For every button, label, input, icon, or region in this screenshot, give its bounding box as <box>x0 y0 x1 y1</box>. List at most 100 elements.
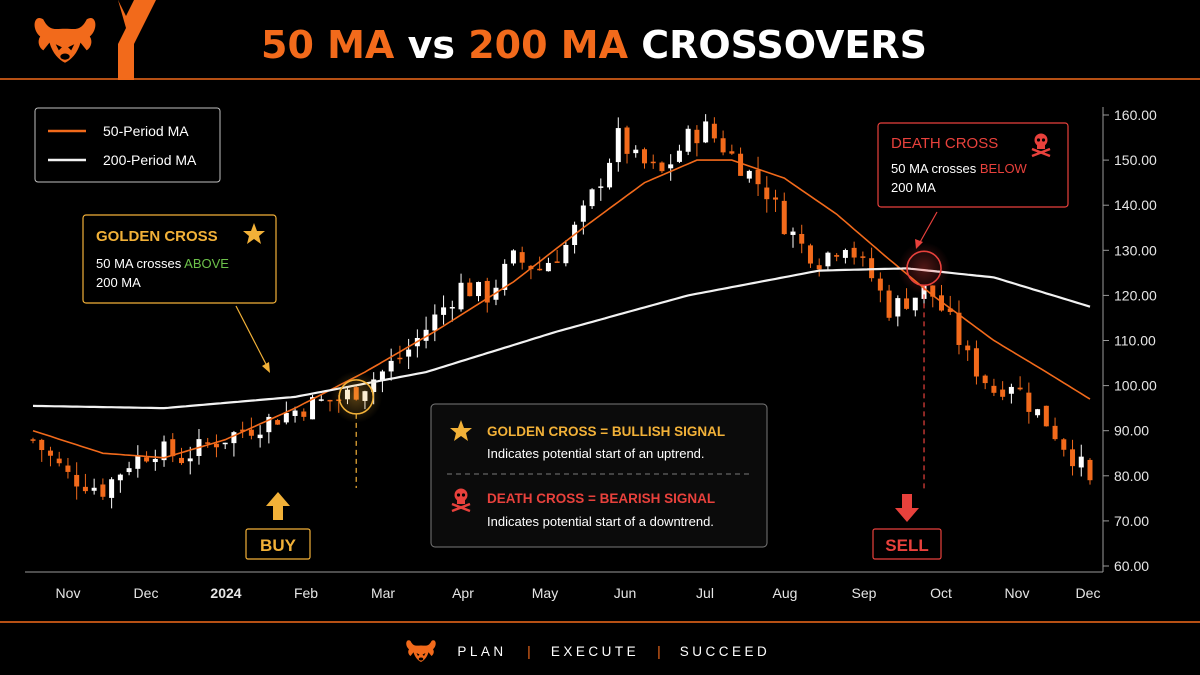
death-cross-box <box>877 122 1069 208</box>
brand-chevron-notch <box>118 0 134 16</box>
candle-body <box>275 420 281 425</box>
x-tick-label: May <box>532 585 558 601</box>
x-tick-label: Apr <box>452 585 474 601</box>
golden-cross-glow <box>330 370 383 423</box>
legend-label-ma200: 200-Period MA <box>103 152 197 168</box>
footer: PLAN | EXECUTE | SUCCEED <box>0 621 1200 662</box>
candle-body <box>1017 387 1023 390</box>
sell-badge <box>872 528 942 560</box>
y-tick-label: 150.00 <box>1114 152 1157 168</box>
candle-body <box>449 307 455 309</box>
title-part-1: vs <box>394 23 468 67</box>
golden-highlight: ABOVE <box>184 256 229 271</box>
candle-body <box>685 128 691 152</box>
candle-body <box>248 429 254 436</box>
candle-body <box>484 280 490 303</box>
candle-body <box>1087 459 1093 481</box>
candle-body <box>257 434 263 439</box>
candle-body <box>301 411 307 417</box>
candle-body <box>781 200 787 235</box>
candle-body <box>170 439 176 457</box>
candle-body <box>476 282 482 297</box>
candle-body <box>589 189 595 207</box>
candle-body <box>860 256 866 258</box>
candle-body <box>554 261 560 263</box>
candle-body <box>117 474 123 481</box>
candle-body <box>668 164 674 169</box>
x-tick-label: Mar <box>371 585 395 601</box>
candle-body <box>607 162 613 188</box>
candle-body <box>773 197 779 200</box>
info-death-desc: Indicates potential start of a downtrend… <box>487 514 714 529</box>
candle-body <box>441 307 447 315</box>
y-tick-label: 60.00 <box>1114 558 1149 574</box>
y-axis-ticks: 160.00 150.00 140.00 130.00 120.00 110.00 100.… <box>1103 107 1157 574</box>
candle-body <box>502 263 508 290</box>
sell-arrow-icon <box>895 494 919 522</box>
candle-body <box>152 458 158 463</box>
candle-body <box>100 484 106 497</box>
cross-markers <box>330 242 951 490</box>
y-tick-label: 130.00 <box>1114 242 1157 258</box>
x-tick-label: Sep <box>852 585 877 601</box>
candle-body <box>1026 392 1032 412</box>
golden-pointer <box>235 305 269 369</box>
candle-body <box>738 153 744 176</box>
x-tick-label: Oct <box>930 585 952 601</box>
candle-body <box>537 268 543 271</box>
x-tick-label: 2024 <box>210 585 241 601</box>
header: 50 MA vs 200 MA CROSSOVERS <box>0 0 1200 80</box>
candle-body <box>1043 405 1049 427</box>
candle-body <box>1052 425 1058 440</box>
candle-body <box>877 278 883 291</box>
candle-body <box>650 161 656 164</box>
buy-badge <box>245 528 311 560</box>
golden-cross-title: GOLDEN CROSS <box>96 228 218 245</box>
buy-arrow-icon <box>266 492 290 520</box>
candle-body <box>56 458 62 464</box>
candle-body <box>1070 449 1076 467</box>
candle-body <box>624 127 630 154</box>
death-cross-callout: DEATH CROSS 50 MA crosses BELOW 200 MA <box>877 122 1069 249</box>
candle-body <box>1000 389 1006 397</box>
candle-body <box>222 442 228 445</box>
candle-body <box>1061 439 1067 450</box>
x-tick-label: Jul <box>696 585 714 601</box>
candle-body <box>580 205 586 222</box>
candle-body <box>799 233 805 244</box>
candle-body <box>641 149 647 164</box>
death-cross-title: DEATH CROSS <box>891 135 998 152</box>
death-highlight: BELOW <box>980 161 1028 176</box>
candle-body <box>711 123 717 139</box>
candle-body <box>659 162 665 172</box>
death-pointer-head <box>915 239 923 249</box>
candle-body <box>816 265 822 270</box>
candle-body <box>519 252 525 263</box>
candle-body <box>991 385 997 393</box>
candle-body <box>310 397 316 420</box>
candle-body <box>694 129 700 144</box>
candle-body <box>109 479 115 498</box>
legend: 50-Period MA 200-Period MA <box>34 107 221 183</box>
title-part-2: 200 MA <box>468 23 628 67</box>
x-tick-label: Dec <box>1076 585 1101 601</box>
candle-body <box>74 474 80 487</box>
y-tick-label: 120.00 <box>1114 287 1157 303</box>
candle-body <box>965 345 971 351</box>
candle-body <box>467 282 473 297</box>
y-tick-label: 80.00 <box>1114 468 1149 484</box>
footer-word-plan: PLAN <box>457 644 506 659</box>
candle-body <box>205 442 211 444</box>
candle-body <box>231 432 237 444</box>
candle-body <box>161 441 167 461</box>
candle-body <box>973 348 979 377</box>
sell-signal: SELL <box>872 494 942 560</box>
death-cross-glow <box>898 242 951 295</box>
candle-body <box>379 371 385 380</box>
candlestick-chart: 160.00 150.00 140.00 130.00 120.00 110.00 100.… <box>25 107 1157 601</box>
death-cross-desc-line2: 200 MA <box>891 180 936 195</box>
candle-body <box>397 357 403 360</box>
candle-body <box>82 486 88 492</box>
title-part-0: 50 MA <box>261 23 395 67</box>
